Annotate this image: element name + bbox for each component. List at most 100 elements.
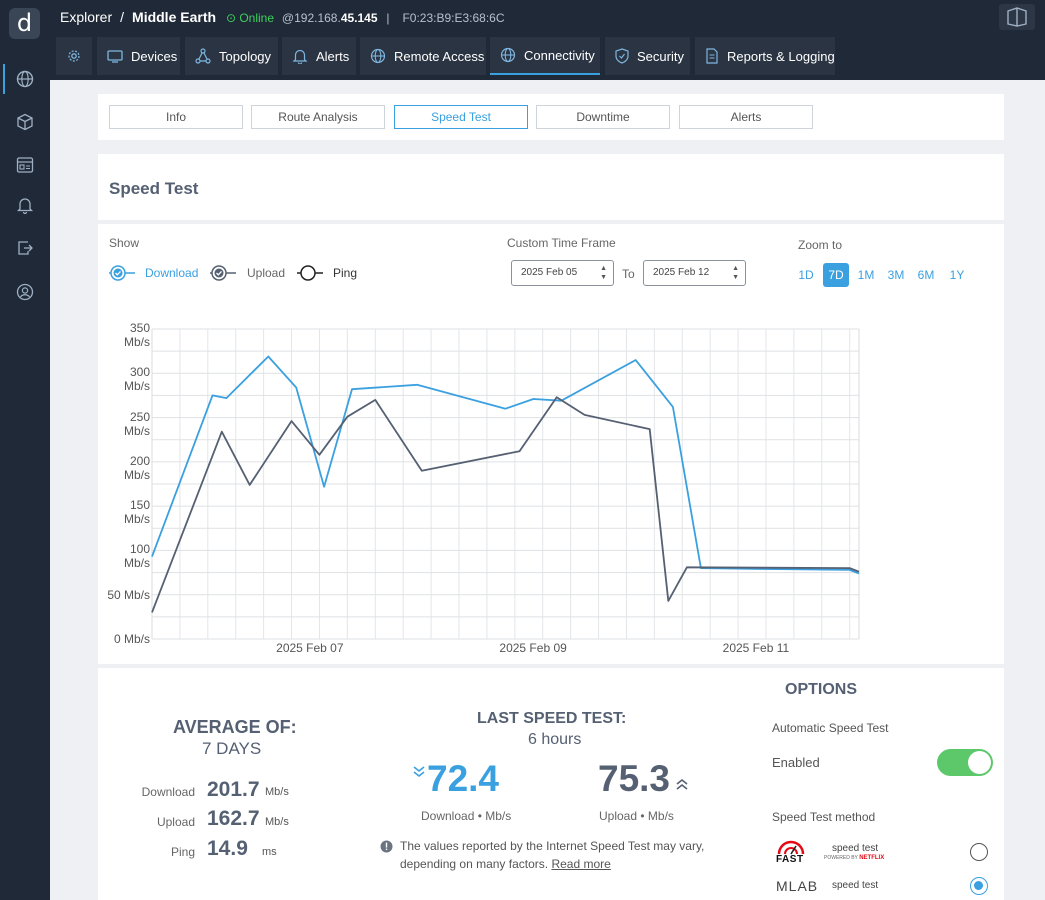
x-tick-label: 2025 Feb 09 <box>499 641 567 655</box>
upload-label[interactable]: Upload <box>247 266 286 280</box>
time-frame-label: Custom Time Frame <box>507 236 616 250</box>
tab-label: Topology <box>219 48 272 64</box>
zoom-1d[interactable]: 1D <box>798 268 814 282</box>
speed-test-summary-card <box>98 668 1004 900</box>
auto-test-label: Automatic Speed Test <box>772 721 889 735</box>
fast-logo-text: FAST <box>776 854 804 865</box>
app-logo[interactable]: d <box>9 8 40 39</box>
tab-connectivity[interactable]: Connectivity <box>490 37 600 75</box>
export-icon[interactable] <box>13 236 37 260</box>
status-text: Online <box>239 11 275 25</box>
last-download-label: Download • Mb/s <box>421 809 512 823</box>
from-date-field[interactable]: 2025 Feb 05 ▲ ▼ <box>511 260 614 286</box>
tab-settings[interactable] <box>56 37 92 75</box>
gear-icon <box>68 50 80 62</box>
empty-circle-icon <box>297 265 323 281</box>
y-tick-label: 350 Mb/s <box>123 321 150 349</box>
tab-label: Alerts <box>316 48 350 64</box>
tab-security[interactable]: Security <box>605 37 690 75</box>
disclaimer-text: The values reported by the Internet Spee… <box>400 839 705 853</box>
tab-label: Security <box>637 48 684 64</box>
last-test-ago: 6 hours <box>528 731 582 748</box>
to-date-field[interactable]: 2025 Feb 12 ▲ ▼ <box>643 260 746 286</box>
tab-reports-logging[interactable]: Reports & Logging <box>695 37 835 75</box>
dashboard-icon[interactable] <box>13 153 37 177</box>
ping-label[interactable]: Ping <box>333 266 358 280</box>
topology-icon <box>195 48 211 64</box>
toggle-knob <box>968 751 991 774</box>
download-label[interactable]: Download <box>145 266 199 280</box>
method-fast-radio[interactable] <box>970 843 988 861</box>
device-name: Middle Earth <box>132 9 217 25</box>
subtab-speed-test[interactable]: Speed Test <box>394 105 528 129</box>
upload-toggle[interactable] <box>210 264 236 282</box>
tab-label: Reports & Logging <box>727 48 835 64</box>
date-spinner-icon[interactable]: ▲ ▼ <box>732 265 739 281</box>
subtab-route-analysis[interactable]: Route Analysis <box>251 105 385 129</box>
tab-topology[interactable]: Topology <box>185 37 278 75</box>
globe-icon[interactable] <box>13 67 37 91</box>
netflix-brand: NETFLIX <box>859 855 885 861</box>
breadcrumb-separator: / <box>120 9 125 25</box>
read-more-link[interactable]: Read more <box>551 857 611 871</box>
page-title: Speed Test <box>109 179 199 198</box>
last-download-value: 72.4 <box>427 758 500 799</box>
average-period: 7 DAYS <box>202 739 262 758</box>
zoom-7d[interactable]: 7D <box>823 263 849 287</box>
download-toggle[interactable] <box>109 264 135 282</box>
method-mlab-radio[interactable] <box>970 877 988 895</box>
bell-icon[interactable] <box>13 193 37 217</box>
x-tick-label: 2025 Feb 07 <box>276 641 344 655</box>
subtab-info[interactable]: Info <box>109 105 243 129</box>
cube-icon[interactable] <box>13 110 37 134</box>
fast-logo: FAST <box>775 840 807 866</box>
speed-test-chart-card <box>98 224 1004 664</box>
info-icon <box>380 840 393 858</box>
mlab-caption: speed test <box>832 880 879 891</box>
y-tick-label: 250 Mb/s <box>123 409 150 438</box>
zoom-1m[interactable]: 1M <box>857 268 875 282</box>
book-icon <box>1007 7 1027 27</box>
date-spinner-icon[interactable]: ▲ ▼ <box>600 265 607 281</box>
devices-icon <box>107 50 123 63</box>
auto-test-toggle[interactable] <box>937 749 993 776</box>
globe-icon <box>370 48 386 64</box>
zoom-1y[interactable]: 1Y <box>949 268 965 282</box>
online-icon: ⊙ <box>225 11 236 25</box>
upload-chevron-icon <box>675 778 689 797</box>
device-mac: F0:23:B9:E3:68:6C <box>402 11 505 25</box>
subtab-downtime[interactable]: Downtime <box>536 105 670 129</box>
header-divider: | <box>386 11 390 25</box>
checked-circle-icon <box>109 265 135 281</box>
y-tick-label: 150 Mb/s <box>123 498 150 527</box>
avg-ping-label: Ping <box>170 845 195 859</box>
subtab-alerts[interactable]: Alerts <box>679 105 813 129</box>
docs-button[interactable] <box>999 4 1035 30</box>
shield-icon <box>615 48 629 64</box>
user-circle-icon[interactable] <box>13 280 37 304</box>
series-line-upload <box>151 396 860 613</box>
checked-circle-icon <box>210 265 236 281</box>
powered-by: POWERED BY <box>824 855 858 861</box>
zoom-3m[interactable]: 3M <box>887 268 905 282</box>
ip-suffix: 45.145 <box>340 11 378 25</box>
ping-toggle[interactable] <box>297 264 323 282</box>
tab-remote-access[interactable]: Remote Access <box>360 37 486 75</box>
fast-caption: speed test <box>832 843 879 854</box>
fast-powered: POWERED BY NETFLIX <box>824 855 884 861</box>
y-tick-label: 200 Mb/s <box>123 453 150 482</box>
average-title: AVERAGE OF: <box>173 717 297 737</box>
tab-alerts[interactable]: Alerts <box>282 37 356 75</box>
show-label: Show <box>109 236 140 250</box>
report-icon <box>706 48 718 64</box>
x-tick-label: 2025 Feb 11 <box>722 641 790 655</box>
breadcrumb-app[interactable]: Explorer <box>60 9 113 25</box>
method-label: Speed Test method <box>772 810 876 824</box>
tab-label: Devices <box>131 48 178 64</box>
download-chevron-icon <box>412 764 426 781</box>
zoom-6m[interactable]: 6M <box>917 268 935 282</box>
last-upload-label: Upload • Mb/s <box>599 809 674 823</box>
tab-devices[interactable]: Devices <box>97 37 180 75</box>
speed-chart <box>151 328 860 640</box>
disclaimer-line-2: depending on many factors. <box>400 857 549 871</box>
